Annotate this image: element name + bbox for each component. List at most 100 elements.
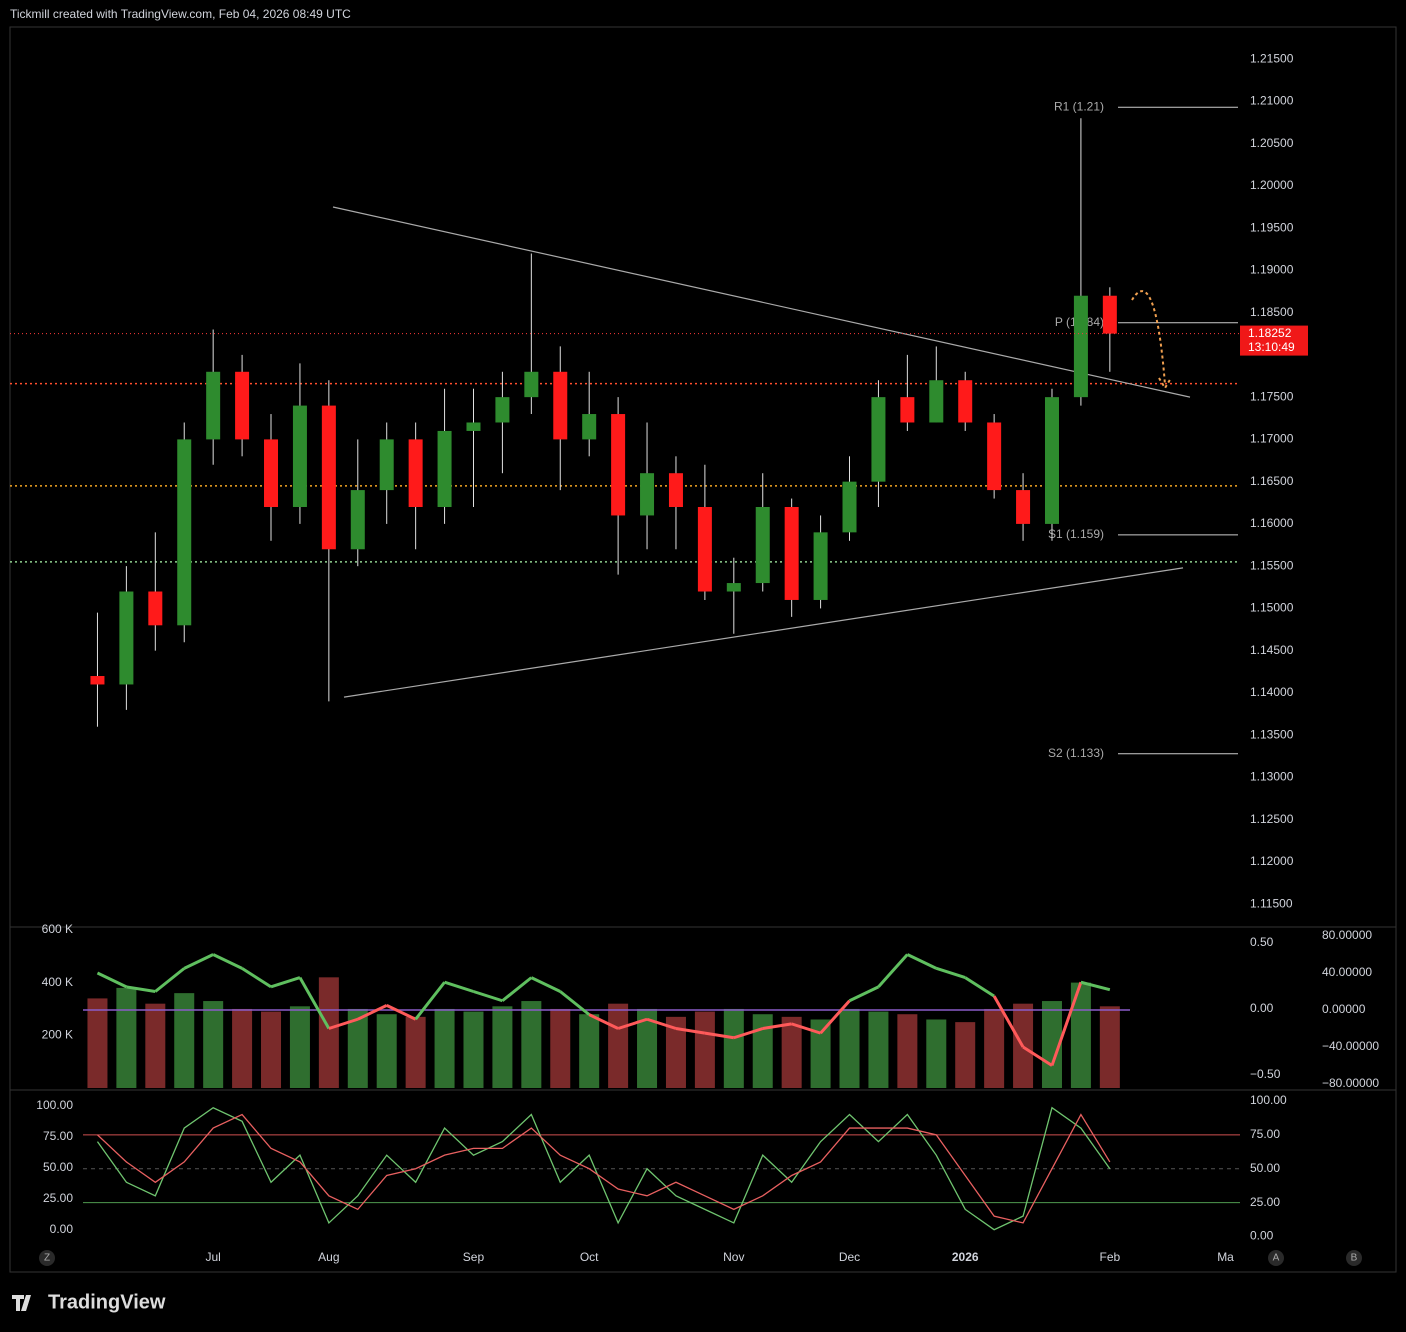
oscillator-segment [848, 985, 880, 1003]
candle-body [697, 507, 712, 592]
oscillator-segment [212, 953, 243, 970]
y-tick-label: 1.19500 [1250, 220, 1294, 234]
button-label: Z [44, 1253, 50, 1264]
y3-tick-label: 0.00 [1250, 1001, 1274, 1015]
oscillator-segment [1080, 980, 1111, 992]
volume-bar [752, 1014, 773, 1088]
candle-body [1016, 490, 1031, 524]
x-tick-label: Nov [723, 1250, 744, 1264]
candle-body [668, 473, 683, 507]
candle-body [813, 532, 828, 600]
oscillator-segment [473, 990, 503, 1003]
y3-tick-label: 0.50 [1250, 935, 1274, 949]
volume-bar [376, 1014, 397, 1088]
candle-body [784, 507, 799, 600]
candle-body [582, 414, 597, 440]
volume-bar [261, 1011, 282, 1088]
candle-body [177, 439, 192, 626]
button-label: A [1273, 1253, 1280, 1264]
candle-body [264, 439, 279, 507]
oscillator-segment [328, 1017, 359, 1030]
oscillator-segment [183, 953, 214, 970]
logo [12, 1295, 31, 1311]
y-tick-label: 1.19000 [1250, 263, 1294, 277]
volume-bar [926, 1019, 947, 1088]
oscillator-segment [1022, 1045, 1053, 1067]
y2-tick-label: −40.00000 [1322, 1039, 1379, 1053]
y-tick-label: 1.17500 [1250, 389, 1294, 403]
oscillator-segment [1050, 981, 1083, 1067]
forecast-arrow [1131, 290, 1172, 390]
oscillator-segment [444, 980, 474, 993]
y-tick-label: 75.00 [43, 1129, 73, 1143]
volume-bar [492, 1006, 513, 1088]
y-tick-label: 1.12500 [1250, 812, 1294, 826]
candle-body [1102, 295, 1117, 334]
trend-line [332, 206, 1191, 398]
y-tick-label: 600 K [42, 922, 73, 936]
button[interactable] [39, 1250, 55, 1266]
candle-body [206, 371, 221, 440]
candle-body [553, 371, 568, 440]
oscillator-segment [992, 995, 1025, 1048]
y-tick-label: 1.18500 [1250, 305, 1294, 319]
oscillator-segment [270, 976, 301, 989]
y-tick-label: 1.16500 [1250, 474, 1294, 488]
oscillator-segment [791, 1022, 822, 1035]
y2-tick-label: 100.00 [1250, 1093, 1287, 1107]
candle-body [1073, 295, 1088, 398]
stochastic-line [97, 1113, 1111, 1224]
volume-bar [145, 1003, 166, 1088]
y-tick-label: 25.00 [43, 1191, 73, 1205]
y-tick-label: 0.00 [50, 1222, 74, 1236]
y-tick-label: 1.17000 [1250, 432, 1294, 446]
volume-bar [665, 1016, 686, 1088]
oscillator-segment [964, 976, 995, 998]
frame [9, 26, 1397, 1273]
last-price-label: 1.18252 [1248, 326, 1292, 340]
volume-bar [434, 1008, 455, 1088]
oscillator-segment [154, 967, 186, 993]
volume-bar [232, 1008, 253, 1088]
y-tick-label: 100.00 [36, 1098, 73, 1112]
y-tick-label: 1.16000 [1250, 516, 1294, 530]
volume-bar [1099, 1006, 1120, 1088]
volume-bar [637, 1008, 658, 1088]
oscillator-segment [96, 971, 128, 989]
y-tick-label: 1.11500 [1250, 896, 1293, 910]
y-tick-label: 1.20500 [1250, 136, 1294, 150]
candle-body [611, 414, 626, 516]
volume-bar [550, 1008, 571, 1088]
footer-logo: TradingView [48, 1291, 166, 1313]
y2-tick-label: 80.00000 [1322, 928, 1372, 942]
volume-bar [984, 1008, 1005, 1088]
x-tick-label: 2026 [952, 1250, 979, 1264]
oscillator-segment [906, 953, 937, 970]
candle-body [148, 591, 163, 626]
volume-bar [1041, 1001, 1062, 1088]
candle-body [755, 507, 770, 584]
pivot-label: S1 (1.159) [1048, 527, 1104, 541]
volume-bar [87, 998, 108, 1088]
volume-bar [289, 1006, 310, 1088]
volume-bar [955, 1022, 976, 1088]
x-tick-label: Jul [205, 1250, 220, 1264]
candle-body [929, 380, 944, 423]
button[interactable] [1346, 1250, 1362, 1266]
volume-bar [521, 1001, 542, 1088]
candle-body [842, 481, 857, 533]
candle-body [350, 490, 365, 550]
x-tick-label: Dec [839, 1250, 860, 1264]
y-tick-label: 1.21000 [1250, 94, 1294, 108]
button[interactable] [1268, 1250, 1284, 1266]
x-tick-label: Ma [1217, 1250, 1234, 1264]
y-tick-label: 1.13000 [1250, 770, 1294, 784]
x-tick-label: Feb [1099, 1250, 1120, 1264]
y2-tick-label: 25.00 [1250, 1195, 1280, 1209]
y-tick-label: 1.20000 [1250, 178, 1294, 192]
oscillator-segment [386, 1004, 417, 1021]
oscillator-segment [241, 967, 272, 989]
y-tick-label: 1.13500 [1250, 727, 1294, 741]
oscillator-segment [617, 1017, 648, 1030]
